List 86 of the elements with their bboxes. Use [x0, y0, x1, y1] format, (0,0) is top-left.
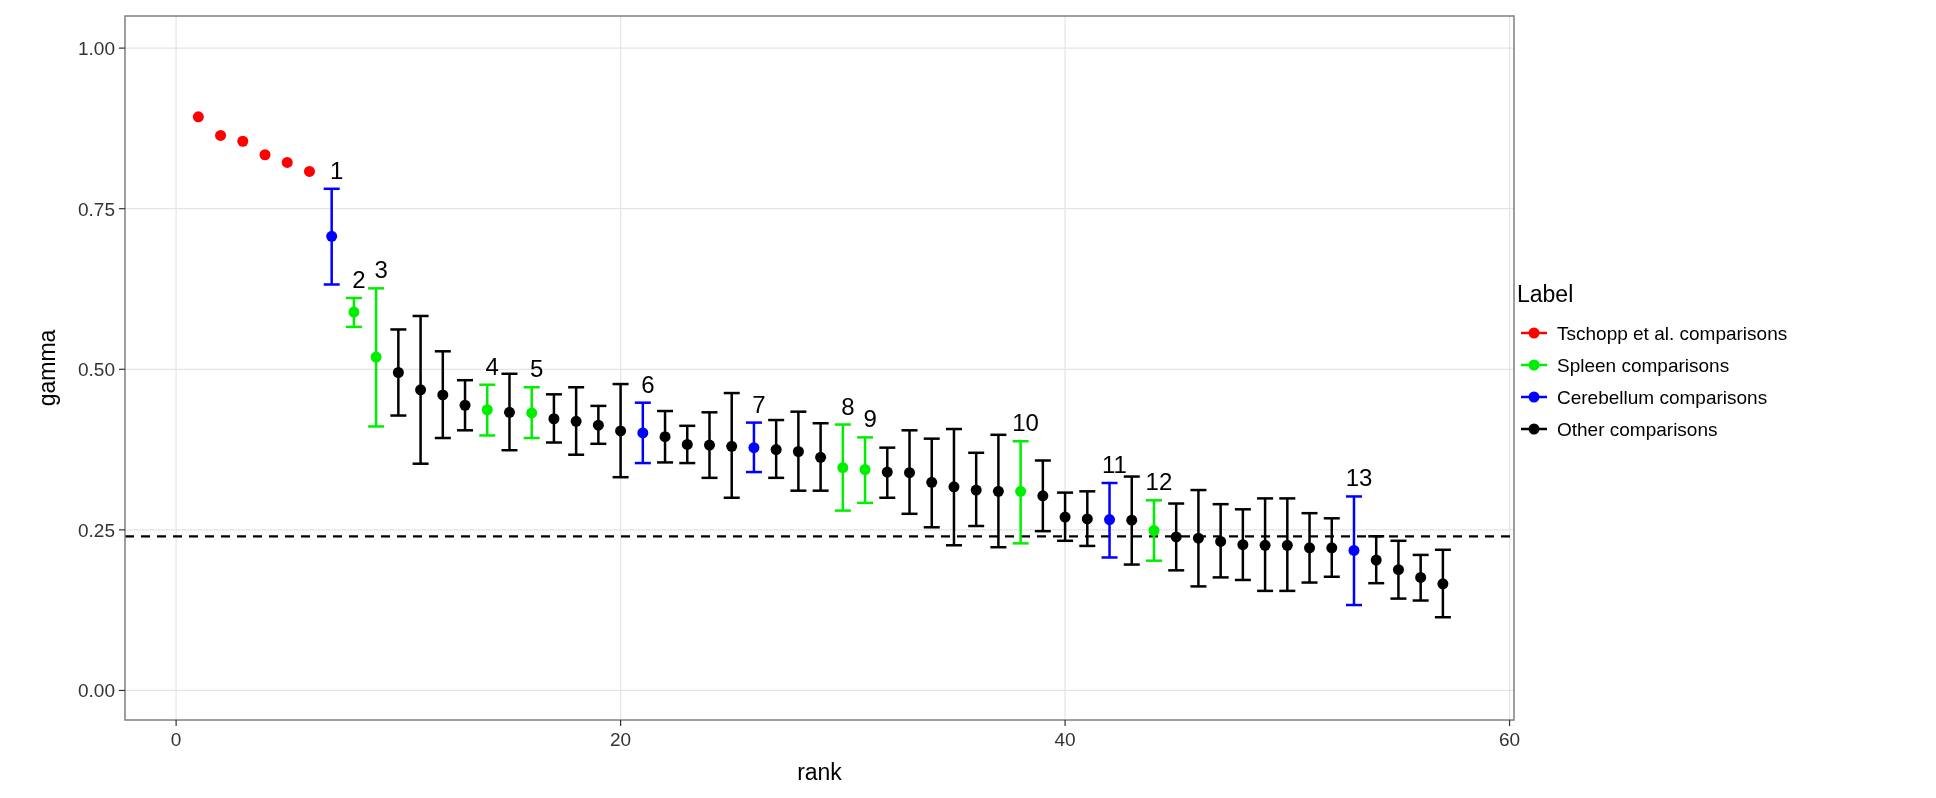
- annotation: 8: [841, 392, 855, 420]
- x-tick-label: 20: [610, 729, 632, 750]
- point: [748, 442, 760, 454]
- point: [392, 367, 404, 378]
- x-tick-label: 40: [1054, 729, 1076, 750]
- point: [303, 165, 315, 177]
- y-tick-label: 0.75: [78, 198, 115, 220]
- legend-label: Spleen comparisons: [1557, 355, 1730, 376]
- legend-label: Other comparisons: [1557, 419, 1718, 440]
- y-tick-label: 0.50: [78, 359, 115, 381]
- x-axis-title: rank: [797, 759, 843, 785]
- point: [1148, 525, 1160, 536]
- point: [326, 230, 338, 242]
- point: [859, 464, 871, 475]
- point: [1126, 514, 1138, 526]
- point: [881, 466, 893, 478]
- y-axis-title: gamma: [34, 329, 60, 407]
- point: [681, 438, 693, 450]
- point: [904, 467, 916, 479]
- y-tick-label: 0.00: [78, 680, 115, 702]
- point: [703, 439, 715, 451]
- annotation: 7: [752, 390, 766, 418]
- point: [548, 413, 560, 425]
- point: [1037, 490, 1049, 502]
- point: [1392, 564, 1404, 576]
- point: [659, 431, 671, 443]
- annotation: 6: [641, 370, 655, 398]
- point: [992, 485, 1004, 497]
- point: [503, 406, 515, 418]
- annotation: 11: [1102, 450, 1127, 478]
- legend-label: Tschopp et al. comparisons: [1557, 323, 1788, 344]
- point: [1081, 513, 1093, 525]
- annotation: 13: [1345, 464, 1373, 492]
- point: [459, 399, 471, 411]
- point: [726, 440, 738, 452]
- point: [1304, 542, 1316, 554]
- point: [192, 111, 204, 123]
- x-tick-label: 0: [170, 729, 182, 750]
- point: [1437, 578, 1449, 590]
- annotation: 2: [352, 265, 366, 293]
- point: [948, 481, 960, 493]
- point: [1326, 542, 1338, 554]
- point: [415, 384, 427, 396]
- point: [215, 129, 227, 141]
- point: [481, 404, 493, 416]
- point: [970, 484, 982, 496]
- point: [792, 446, 804, 457]
- point: [837, 462, 849, 474]
- annotation: 1: [330, 156, 344, 184]
- point: [1348, 544, 1360, 556]
- point: [1259, 539, 1271, 551]
- annotation: 10: [1012, 409, 1039, 437]
- point: [570, 415, 582, 427]
- point: [1281, 539, 1293, 551]
- point: [1015, 485, 1027, 497]
- point: [348, 306, 360, 318]
- annotation: 3: [374, 256, 388, 284]
- point: [526, 407, 538, 419]
- point: [370, 351, 382, 363]
- y-tick-label: 0.25: [78, 519, 115, 541]
- point: [615, 425, 627, 437]
- annotation: 5: [530, 355, 544, 383]
- point: [437, 389, 449, 401]
- annotation: 4: [485, 352, 499, 380]
- point: [1104, 514, 1116, 526]
- point: [1192, 532, 1204, 544]
- point: [926, 476, 938, 488]
- point: [259, 149, 271, 161]
- point: [281, 156, 293, 168]
- point: [1059, 511, 1071, 523]
- point: [770, 444, 782, 456]
- legend-title: Label: [1517, 281, 1574, 307]
- annotation: 9: [863, 405, 877, 433]
- point: [1415, 571, 1427, 583]
- point: [592, 419, 604, 431]
- point: [815, 451, 827, 463]
- point: [1215, 535, 1227, 547]
- legend-label: Cerebellum comparisons: [1557, 387, 1768, 408]
- point: [637, 427, 649, 439]
- point: [1170, 531, 1182, 543]
- x-tick-label: 60: [1498, 729, 1521, 750]
- annotation: 12: [1145, 468, 1173, 496]
- point: [1370, 554, 1382, 566]
- point: [1237, 539, 1249, 551]
- point: [237, 135, 249, 147]
- y-tick-label: 1.00: [78, 38, 115, 60]
